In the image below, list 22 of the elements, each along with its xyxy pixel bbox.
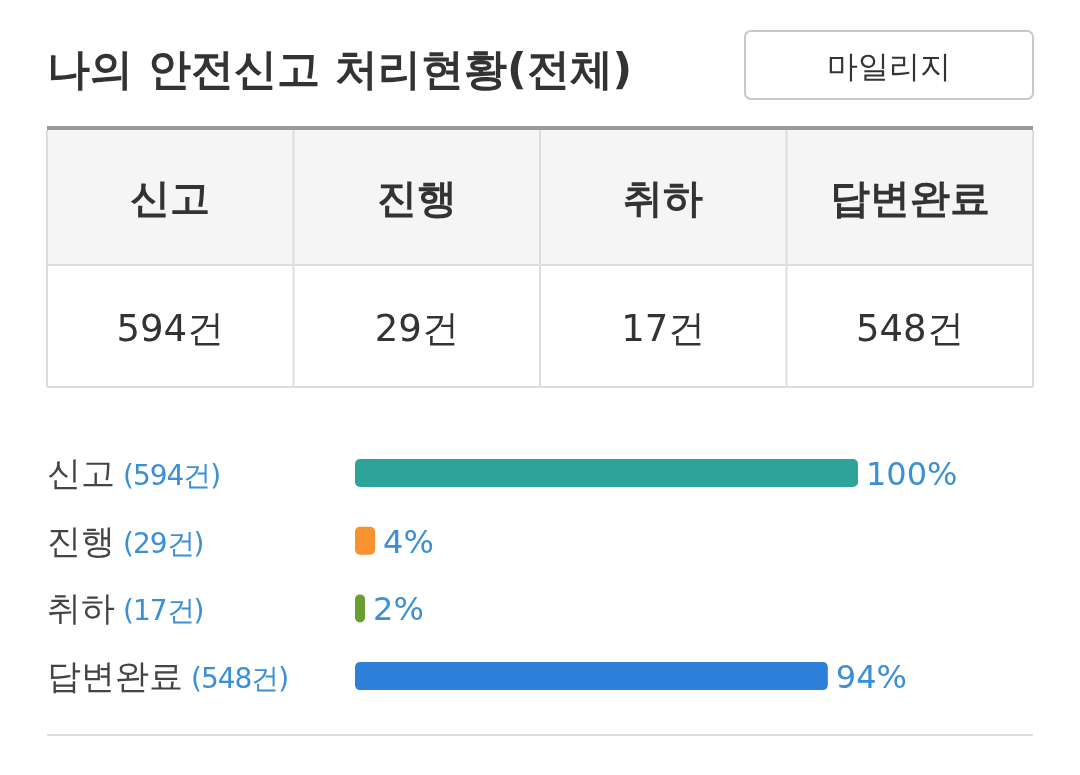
text: 마일리지 <box>827 48 951 84</box>
category-label: 신고 <box>130 175 211 221</box>
data-label: 94% <box>835 658 907 697</box>
text: (29건) <box>123 526 204 560</box>
category-label: 취하 <box>623 175 704 221</box>
text: 17건 <box>621 307 706 350</box>
text: 594건 <box>116 307 225 350</box>
data-label: 4% <box>383 522 434 561</box>
y-tick-label: 신고 <box>47 453 115 493</box>
text: 29건 <box>374 307 459 350</box>
y-tick-label: 답변완료 <box>47 656 183 697</box>
data-label: 2% <box>373 590 424 629</box>
text: 나의 안전신고 처리현황(전체) <box>47 44 633 94</box>
y-tick-label: 취하 <box>47 588 115 629</box>
data-label: 100% <box>866 455 958 493</box>
text: (17건) <box>123 594 204 628</box>
y-tick-label: 진행 <box>47 520 115 561</box>
category-label: 답변완료 <box>829 175 990 221</box>
text: (548건) <box>191 662 289 696</box>
category-label: 진행 <box>376 175 457 221</box>
text: (594건) <box>123 459 221 492</box>
text: 548건 <box>855 307 964 350</box>
